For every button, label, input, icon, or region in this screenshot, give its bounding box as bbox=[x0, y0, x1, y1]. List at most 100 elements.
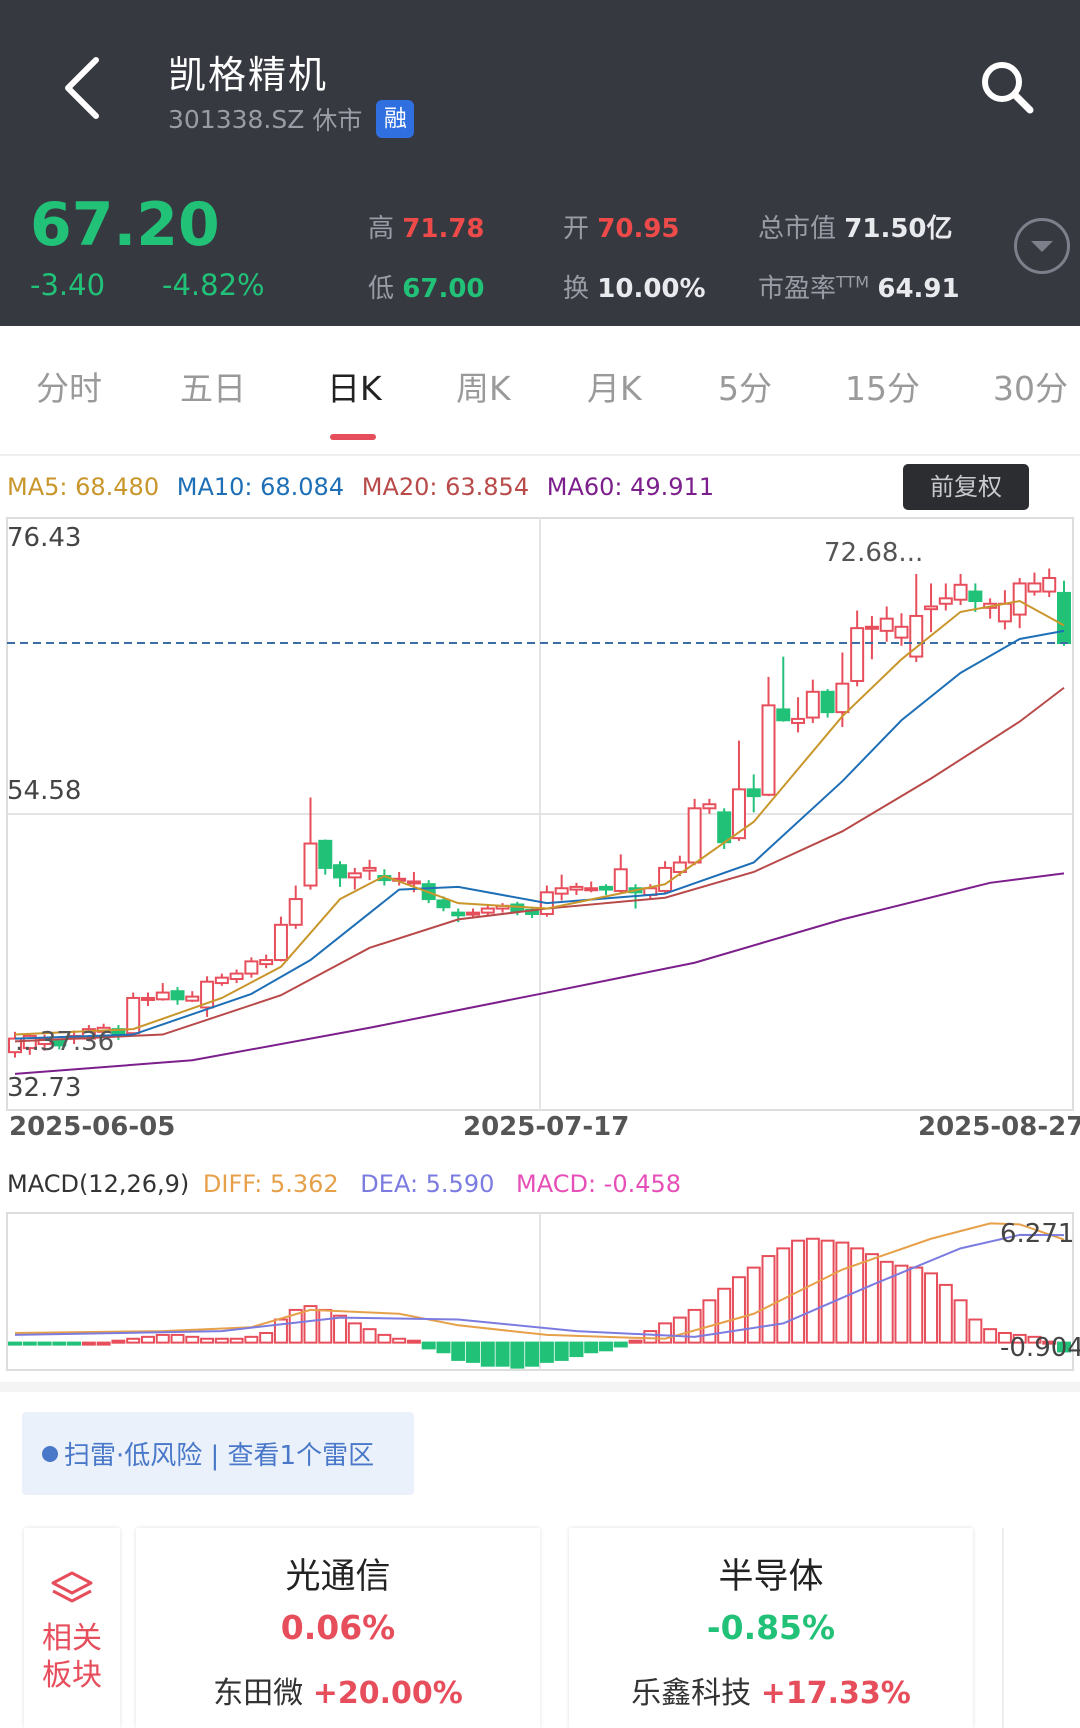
kline-chart[interactable] bbox=[0, 0, 1080, 1400]
related-sectors-button[interactable]: 相关 板块 bbox=[24, 1528, 120, 1728]
candle-body bbox=[791, 717, 806, 724]
candle-body bbox=[554, 887, 569, 895]
tab-daily-k[interactable]: 日K bbox=[327, 369, 382, 408]
dea-label: DEA: 5.590 bbox=[360, 1170, 495, 1198]
sector-card[interactable]: 半导体 -0.85% 乐鑫科技 +17.33% bbox=[569, 1528, 973, 1728]
candle-body bbox=[909, 614, 924, 658]
candle bbox=[702, 798, 717, 814]
macd-bar bbox=[628, 1339, 643, 1344]
macd-bar bbox=[510, 1341, 525, 1369]
candle bbox=[436, 896, 451, 912]
candle-body bbox=[879, 617, 894, 632]
candle-body bbox=[598, 885, 613, 891]
candle bbox=[924, 583, 939, 633]
macd-bar bbox=[244, 1335, 259, 1344]
candle-body bbox=[1042, 577, 1057, 593]
diff-label: DIFF: 5.362 bbox=[202, 1170, 339, 1198]
macd-bar bbox=[22, 1341, 37, 1346]
macd-bar bbox=[1012, 1333, 1027, 1344]
candle bbox=[983, 598, 998, 619]
macd-bar bbox=[687, 1308, 702, 1344]
macd-bar bbox=[229, 1337, 244, 1344]
candle bbox=[569, 882, 584, 896]
candle-body bbox=[968, 590, 983, 603]
stat-low: 低 67.00 bbox=[368, 274, 485, 304]
candle-body bbox=[1057, 591, 1071, 645]
candle-body bbox=[687, 807, 702, 864]
candle bbox=[273, 916, 288, 962]
stock-code: 301338.SZ bbox=[168, 104, 305, 134]
date-mid: 2025-07-17 bbox=[463, 1112, 630, 1142]
candle-body bbox=[953, 583, 968, 601]
candle-body bbox=[37, 1037, 52, 1046]
candle-body bbox=[170, 990, 185, 1001]
tab-weekly-k[interactable]: 周K bbox=[456, 369, 511, 408]
macd-bar bbox=[761, 1255, 776, 1344]
chart-period-tabs: 分时 五日 日K 周K 月K 5分 15分 30分 bbox=[0, 326, 1080, 456]
candle bbox=[140, 992, 155, 1007]
macd-bar bbox=[347, 1322, 362, 1344]
macd-bar bbox=[731, 1276, 746, 1344]
candle bbox=[791, 697, 806, 733]
macd-bar bbox=[1027, 1335, 1042, 1344]
macd-bar bbox=[126, 1337, 141, 1344]
candle bbox=[968, 583, 983, 612]
candle bbox=[480, 904, 495, 916]
candle-body bbox=[347, 872, 362, 879]
candle bbox=[495, 903, 510, 913]
search-icon[interactable] bbox=[978, 58, 1038, 118]
candle bbox=[805, 679, 820, 723]
ma5-label: MA5: 68.480 bbox=[7, 473, 160, 501]
candle bbox=[997, 590, 1012, 630]
tab-monthly-k[interactable]: 月K bbox=[587, 369, 642, 408]
candle bbox=[1027, 572, 1042, 596]
candle bbox=[850, 610, 865, 687]
macd-bar bbox=[776, 1247, 791, 1344]
chevron-down-circle-icon[interactable] bbox=[1014, 218, 1070, 274]
price-change: -3.40 bbox=[30, 268, 106, 302]
macd-bar bbox=[96, 1341, 111, 1346]
candle bbox=[466, 908, 481, 919]
back-arrow-icon[interactable] bbox=[58, 50, 118, 130]
macd-bar bbox=[613, 1341, 628, 1348]
candle bbox=[584, 881, 599, 893]
candle bbox=[333, 861, 348, 887]
tab-15min[interactable]: 15分 bbox=[845, 369, 920, 408]
tab-5min[interactable]: 5分 bbox=[718, 369, 772, 408]
candle bbox=[288, 885, 303, 929]
candle-body bbox=[746, 788, 761, 798]
candle bbox=[658, 861, 673, 894]
macd-y-top-label: 6.271 bbox=[1000, 1219, 1075, 1249]
candle bbox=[938, 583, 953, 611]
ma20-label: MA20: 63.854 bbox=[361, 473, 530, 501]
macd-bar bbox=[598, 1341, 613, 1352]
macd-bar bbox=[835, 1241, 850, 1344]
sector-card-partial[interactable] bbox=[1002, 1528, 1080, 1728]
dea-line bbox=[14, 1233, 1065, 1338]
stat-market-cap: 总市值 71.50亿 bbox=[758, 214, 953, 244]
candle-body bbox=[126, 996, 141, 1035]
forward-adjust-button[interactable]: 前复权 bbox=[903, 464, 1029, 510]
candle-body bbox=[362, 866, 377, 872]
risk-scan-banner[interactable]: 扫雷·低风险 | 查看1个雷区 bbox=[22, 1412, 414, 1495]
high-price-marker: 72.68... bbox=[824, 538, 924, 568]
candle-body bbox=[658, 866, 673, 892]
diff-line bbox=[14, 1222, 1065, 1340]
candle-body bbox=[776, 708, 791, 722]
candle bbox=[214, 973, 229, 986]
tab-30min[interactable]: 30分 bbox=[993, 369, 1068, 408]
y-axis-bottom-label: 32.73 bbox=[7, 1073, 82, 1103]
stock-name: 凯格精机 bbox=[168, 53, 329, 97]
macd-bar bbox=[377, 1333, 392, 1344]
macd-bar bbox=[746, 1266, 761, 1344]
candle-body bbox=[938, 597, 953, 605]
sector-card[interactable]: 光通信 0.06% 东田微 +20.00% bbox=[136, 1528, 540, 1728]
y-axis-top-label: 76.43 bbox=[7, 523, 82, 553]
macd-bar bbox=[185, 1335, 200, 1344]
macd-bar bbox=[525, 1341, 540, 1367]
tab-five-day[interactable]: 五日 bbox=[180, 369, 246, 408]
candle bbox=[864, 615, 879, 660]
macd-bar bbox=[480, 1341, 495, 1367]
candle-body bbox=[761, 704, 776, 796]
tab-intraday[interactable]: 分时 bbox=[36, 369, 102, 408]
